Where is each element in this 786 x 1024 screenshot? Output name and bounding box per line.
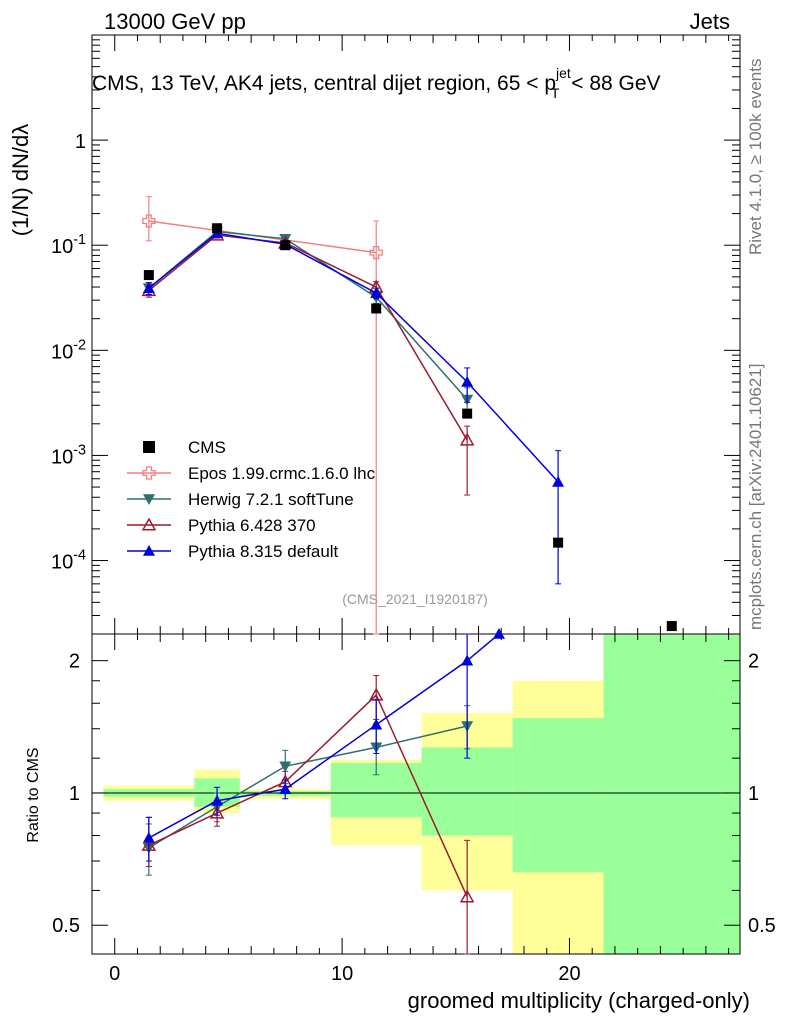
ratio-y-tick-label-0: 0.5 <box>52 915 80 937</box>
main-y-tick-label-3: 10-1 <box>51 232 86 258</box>
ratio-plot-frame <box>91 633 741 955</box>
x-axis-label: groomed multiplicity (charged-only) <box>408 988 750 1013</box>
side-label-bottom: mcplots.cern.ch [arXiv:2401.10621] <box>746 364 765 630</box>
legend-label-2: Herwig 7.2.1 softTune <box>188 490 354 509</box>
main-y-tick-label-4: 1 <box>75 131 86 153</box>
ratio-y-axis-label: Ratio to CMS <box>25 747 42 842</box>
cms-data-point-4 <box>462 408 473 419</box>
ratio-point-2-0 <box>142 831 155 843</box>
cms-data-point-5 <box>553 537 564 548</box>
legend: CMS Epos 1.99.crmc.1.6.0 lhc Herwig 7.2.1 … <box>127 438 376 561</box>
legend-item-4: Pythia 8.315 default <box>127 542 339 561</box>
x-tick-label-2: 20 <box>558 963 580 985</box>
legend-label-1: Epos 1.99.crmc.1.6.0 lhc <box>188 464 376 483</box>
legend-item-2: Herwig 7.2.1 softTune <box>127 490 354 509</box>
legend-label-3: Pythia 6.428 370 <box>188 516 316 535</box>
x-tick-label-0: 0 <box>109 963 120 985</box>
main-series-0 <box>142 196 383 635</box>
main-point-3-5 <box>552 475 565 487</box>
cms-data-point-6 <box>666 621 677 632</box>
header-process: Jets <box>690 9 730 34</box>
cms-data-point-2 <box>280 240 291 251</box>
legend-marker-2 <box>143 494 155 505</box>
main-point-0-1 <box>369 245 383 260</box>
main-y-tick-label-1: 10-3 <box>51 442 86 468</box>
ratio-point-0-2 <box>279 761 292 773</box>
ratio-point-2-5 <box>492 628 505 639</box>
cms-data-point-0 <box>143 270 154 281</box>
ratio-y-tick-label-right-1: 1 <box>748 783 759 805</box>
ratio-y-tick-label-1: 1 <box>69 783 80 805</box>
legend-label-4: Pythia 8.315 default <box>188 542 339 561</box>
legend-item-3: Pythia 6.428 370 <box>127 516 316 535</box>
ratio-series-2 <box>142 628 505 862</box>
ratio-line-2 <box>148 633 500 839</box>
ratio-point-1-1 <box>209 805 225 819</box>
plot-title: CMS, 13 TeV, AK4 jets, central dijet reg… <box>92 65 661 101</box>
ratio-band-green-4 <box>421 747 513 836</box>
main-point-3-0 <box>142 282 155 293</box>
main-y-tick-label-0: 10-4 <box>51 548 86 574</box>
main-point-2-4 <box>459 432 475 446</box>
analysis-watermark: (CMS_2021_I1920187) <box>342 591 488 607</box>
ratio-point-2-4 <box>461 654 474 666</box>
legend-label-0: CMS <box>188 438 226 457</box>
side-label-top: Rivet 4.1.0, ≥ 100k events <box>746 59 765 255</box>
ratio-point-2-3 <box>370 718 383 730</box>
legend-item-0: CMS <box>143 438 226 457</box>
x-tick-label-1: 10 <box>331 963 353 985</box>
legend-marker-4 <box>143 545 155 556</box>
ratio-y-tick-label-right-2: 2 <box>748 651 759 673</box>
ratio-band-green-6 <box>603 634 740 954</box>
ratio-point-2-1 <box>211 794 224 806</box>
ratio-y-tick-label-2: 2 <box>69 651 80 673</box>
ratio-band-green-5 <box>512 718 604 873</box>
cms-data-point-1 <box>212 223 223 234</box>
legend-marker-1 <box>142 466 156 480</box>
main-line-3 <box>148 232 559 483</box>
ratio-y-tick-label-right-0: 0.5 <box>748 915 776 937</box>
main-y-tick-label-2: 10-2 <box>51 337 86 363</box>
ratio-point-2-2 <box>279 783 292 794</box>
header-energy: 13000 GeV pp <box>104 9 246 34</box>
legend-item-1: Epos 1.99.crmc.1.6.0 lhc <box>127 464 376 483</box>
legend-marker-0 <box>143 441 155 453</box>
ratio-point-1-4 <box>459 889 475 903</box>
cms-data-point-3 <box>371 303 382 314</box>
main-point-0-0 <box>142 214 156 228</box>
main-y-axis-label: (1/N) dN/dλ <box>8 124 33 236</box>
main-point-3-3 <box>370 287 383 298</box>
legend-marker-3 <box>141 517 157 531</box>
main-line-2 <box>148 234 468 441</box>
main-point-3-4 <box>461 375 474 387</box>
